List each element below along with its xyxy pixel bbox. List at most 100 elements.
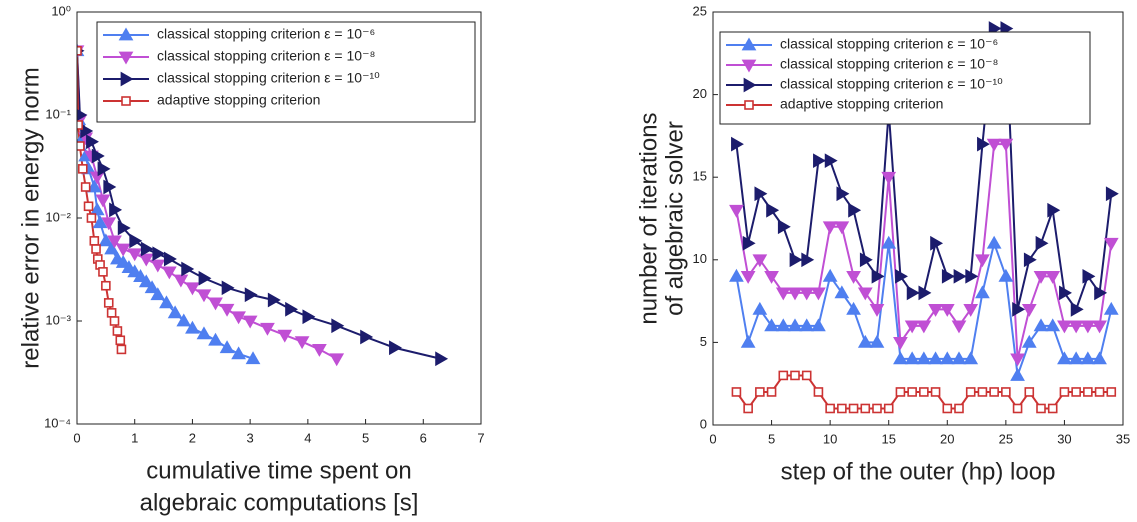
- marker: [91, 244, 101, 254]
- marker: [115, 335, 126, 346]
- marker: [963, 351, 979, 365]
- marker: [163, 251, 177, 267]
- marker: [140, 241, 154, 257]
- marker: [954, 403, 964, 414]
- marker: [811, 318, 826, 332]
- marker: [939, 351, 955, 365]
- marker: [245, 351, 261, 365]
- marker: [787, 318, 803, 332]
- marker: [133, 269, 148, 282]
- marker: [159, 295, 174, 309]
- marker: [813, 387, 824, 397]
- axes-frame: [712, 11, 1124, 426]
- marker: [998, 138, 1014, 152]
- legend-label: classical stopping criterion ε = 10⁻⁶: [780, 36, 998, 52]
- marker: [801, 252, 815, 268]
- marker: [117, 220, 131, 236]
- marker: [260, 322, 275, 336]
- marker: [244, 287, 258, 303]
- y-tick-label: 20: [693, 86, 707, 101]
- x-tick-label: 30: [1057, 431, 1071, 446]
- legend-label: adaptive stopping criterion: [780, 96, 943, 112]
- marker: [1033, 318, 1049, 332]
- x-tick-label: 35: [1116, 431, 1130, 446]
- marker: [150, 259, 166, 273]
- marker: [115, 243, 131, 257]
- marker: [1024, 387, 1035, 397]
- marker: [916, 351, 932, 365]
- marker: [799, 318, 815, 332]
- marker: [1092, 320, 1107, 334]
- marker: [822, 268, 838, 282]
- marker: [731, 387, 742, 397]
- marker: [740, 270, 756, 284]
- marker: [185, 320, 200, 334]
- marker: [975, 254, 990, 268]
- marker: [1094, 285, 1108, 301]
- marker: [89, 171, 105, 185]
- marker: [112, 326, 123, 336]
- marker: [302, 309, 316, 325]
- marker: [267, 292, 281, 308]
- marker: [941, 268, 955, 284]
- marker: [103, 298, 114, 308]
- y-tick-label: 10⁰: [51, 3, 71, 18]
- marker: [294, 336, 310, 350]
- marker: [120, 71, 134, 87]
- marker: [435, 351, 449, 367]
- x-tick-label: 0: [709, 431, 716, 446]
- marker: [98, 233, 114, 247]
- marker: [857, 287, 873, 301]
- y-tick-label: 10⁻¹: [45, 106, 71, 121]
- marker: [161, 266, 177, 280]
- marker: [89, 236, 100, 246]
- marker: [208, 297, 223, 311]
- marker: [928, 303, 943, 317]
- marker: [104, 241, 119, 255]
- marker: [1059, 285, 1072, 301]
- marker: [1080, 351, 1096, 365]
- marker: [764, 270, 779, 284]
- marker: [1071, 387, 1081, 397]
- marker: [975, 285, 990, 299]
- marker: [106, 308, 117, 318]
- marker: [1094, 387, 1105, 397]
- marker: [872, 403, 882, 414]
- marker: [743, 403, 753, 414]
- y-tick-label: 5: [700, 334, 707, 349]
- axes-frame: [76, 11, 482, 425]
- marker: [1082, 268, 1096, 284]
- marker: [777, 219, 791, 235]
- marker: [86, 179, 102, 193]
- marker: [813, 153, 826, 169]
- marker: [942, 403, 953, 414]
- marker: [144, 280, 160, 294]
- marker: [846, 301, 861, 315]
- marker: [965, 387, 976, 397]
- marker: [930, 235, 944, 251]
- marker: [80, 123, 94, 139]
- legend-label: classical stopping criterion ε = 10⁻⁸: [157, 48, 375, 64]
- marker: [953, 268, 967, 284]
- marker: [904, 351, 920, 365]
- marker: [86, 213, 97, 223]
- marker: [775, 318, 791, 332]
- marker: [766, 202, 780, 218]
- legend-label: classical stopping criterion ε = 10⁻¹⁰: [157, 70, 380, 86]
- y-tick-label: 15: [693, 169, 707, 184]
- marker: [766, 387, 777, 397]
- marker: [389, 340, 402, 356]
- marker: [219, 303, 235, 317]
- marker: [285, 301, 299, 317]
- marker: [173, 274, 189, 288]
- marker: [883, 403, 894, 414]
- marker: [109, 316, 120, 326]
- marker: [80, 182, 91, 192]
- marker: [221, 280, 235, 296]
- marker: [138, 274, 154, 288]
- marker: [1057, 351, 1072, 365]
- marker: [881, 171, 897, 185]
- marker: [778, 370, 789, 381]
- marker: [77, 164, 88, 174]
- marker: [1035, 235, 1049, 251]
